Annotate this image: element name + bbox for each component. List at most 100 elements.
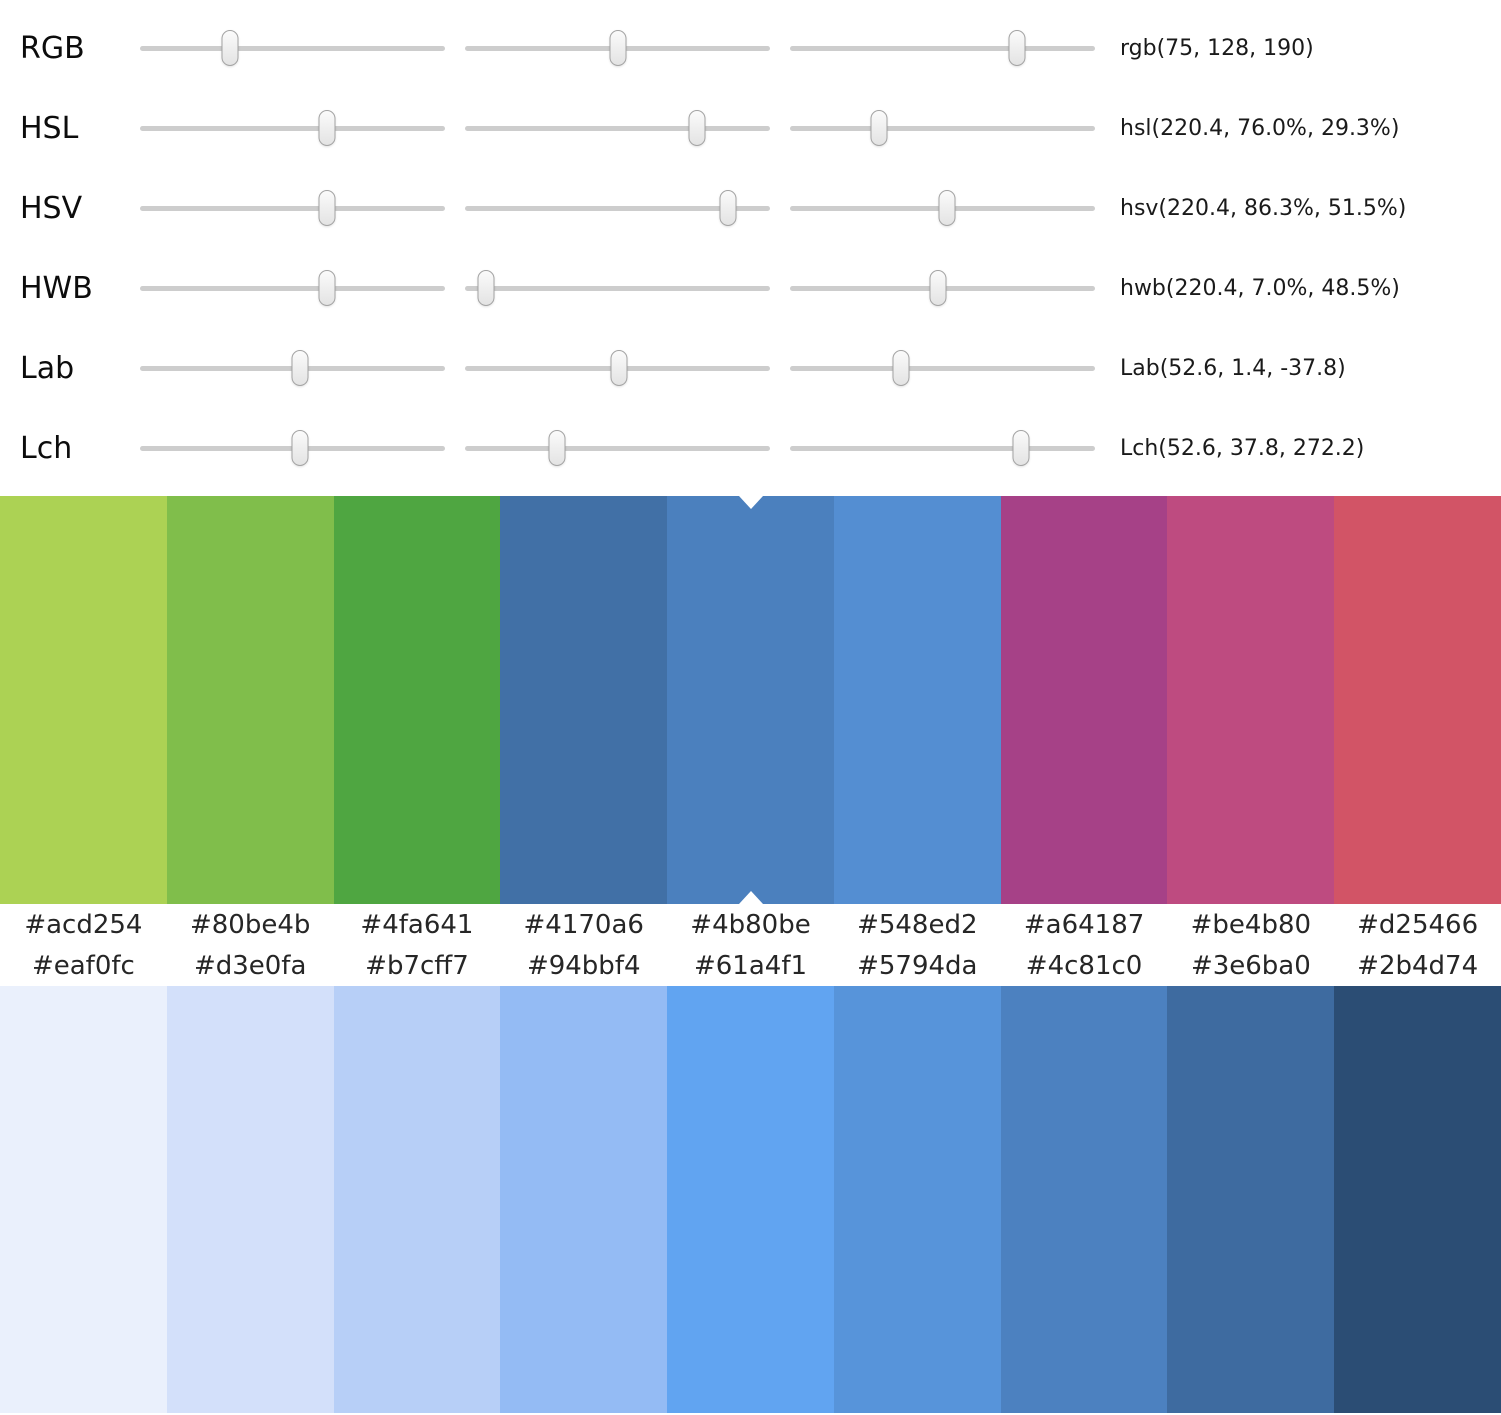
slider-thumb[interactable] — [719, 190, 737, 226]
slider-thumb[interactable] — [221, 30, 239, 66]
slider-thumb[interactable] — [318, 190, 336, 226]
slider-rail — [140, 205, 445, 211]
slider-value: Lch(52.6, 37.8, 272.2) — [1120, 435, 1365, 461]
color-swatch[interactable] — [1334, 496, 1501, 904]
palette-bottom-labels: #eaf0fc #d3e0fa #b7cff7 #94bbf4 #61a4f1 … — [0, 945, 1501, 986]
slider-thumb[interactable] — [892, 350, 910, 386]
selection-caret-top-icon — [738, 496, 763, 509]
slider-row-label: RGB — [20, 30, 85, 66]
slider-rail — [790, 125, 1095, 131]
slider-row: HWB hwb(220.4, 7.0%, 48.5%) — [0, 248, 1501, 328]
slider-thumb[interactable] — [610, 350, 628, 386]
slider-tracks — [140, 428, 1095, 468]
color-swatch[interactable] — [1000, 986, 1168, 1413]
slider-row: HSV hsv(220.4, 86.3%, 51.5%) — [0, 168, 1501, 248]
slider-thumb[interactable] — [1012, 430, 1030, 466]
color-swatch[interactable] — [833, 986, 1001, 1413]
slider-track[interactable] — [790, 268, 1095, 308]
color-swatch[interactable] — [1000, 496, 1168, 904]
swatch-hex-label: #acd254 — [24, 909, 143, 940]
swatch-hex-label: #2b4d74 — [1357, 950, 1479, 981]
swatch-hex-label: #3e6ba0 — [1190, 950, 1311, 981]
slider-rail — [790, 365, 1095, 371]
slider-thumb[interactable] — [609, 30, 627, 66]
swatch-hex-label: #94bbf4 — [526, 950, 641, 981]
swatch-hex-label: #4fa641 — [360, 909, 474, 940]
slider-value: hsl(220.4, 76.0%, 29.3%) — [1120, 115, 1400, 141]
slider-track[interactable] — [790, 348, 1095, 388]
palette-top-labels: #acd254 #80be4b #4fa641 #4170a6 #4b80be … — [0, 904, 1501, 945]
slider-track[interactable] — [465, 348, 770, 388]
slider-track[interactable] — [465, 188, 770, 228]
swatch-hex-label: #548ed2 — [857, 909, 978, 940]
selection-caret-bottom-icon — [738, 891, 763, 904]
slider-rail — [465, 285, 770, 291]
color-swatch[interactable] — [0, 986, 167, 1413]
color-swatch[interactable] — [500, 496, 668, 904]
color-swatch[interactable] — [667, 986, 834, 1413]
slider-row: Lch Lch(52.6, 37.8, 272.2) — [0, 408, 1501, 488]
slider-track[interactable] — [790, 108, 1095, 148]
palette-scale-top — [0, 496, 1501, 904]
slider-track[interactable] — [140, 108, 445, 148]
color-swatch[interactable] — [166, 496, 334, 904]
swatch-hex-label: #4b80be — [690, 909, 811, 940]
slider-thumb[interactable] — [548, 430, 565, 466]
slider-thumb[interactable] — [318, 270, 336, 306]
slider-tracks — [140, 108, 1095, 148]
slider-track[interactable] — [790, 428, 1095, 468]
slider-rail — [140, 285, 445, 291]
swatch-hex-label: #eaf0fc — [31, 950, 135, 981]
slider-rail — [465, 205, 770, 211]
color-swatch[interactable] — [500, 986, 668, 1413]
swatch-hex-label: #b7cff7 — [365, 950, 469, 981]
swatch-hex-label: #d25466 — [1357, 909, 1479, 940]
swatch-hex-label: #80be4b — [189, 909, 311, 940]
slider-track[interactable] — [790, 28, 1095, 68]
color-swatch[interactable] — [833, 496, 1001, 904]
swatch-hex-label: #4c81c0 — [1025, 950, 1143, 981]
slider-thumb[interactable] — [929, 270, 947, 306]
slider-value: rgb(75, 128, 190) — [1120, 35, 1314, 61]
slider-track[interactable] — [465, 108, 770, 148]
slider-thumb[interactable] — [318, 110, 336, 146]
slider-track[interactable] — [465, 268, 770, 308]
color-swatch[interactable] — [333, 496, 501, 904]
color-sliders-panel: RGB rgb(75, 128, 190) HSL — [0, 0, 1501, 488]
slider-row-label: Lch — [20, 430, 73, 466]
slider-rail — [140, 45, 445, 51]
slider-rail — [465, 445, 770, 451]
slider-thumb[interactable] — [291, 350, 308, 386]
slider-thumb[interactable] — [870, 110, 888, 146]
slider-thumb[interactable] — [477, 270, 495, 306]
slider-track[interactable] — [790, 188, 1095, 228]
slider-rail — [790, 45, 1095, 51]
slider-track[interactable] — [465, 428, 770, 468]
color-swatch[interactable] — [667, 496, 834, 904]
slider-row: RGB rgb(75, 128, 190) — [0, 8, 1501, 88]
slider-track[interactable] — [140, 268, 445, 308]
slider-track[interactable] — [140, 28, 445, 68]
slider-track[interactable] — [140, 428, 445, 468]
slider-track[interactable] — [140, 188, 445, 228]
color-swatch[interactable] — [166, 986, 334, 1413]
slider-thumb[interactable] — [688, 110, 706, 146]
slider-track[interactable] — [465, 28, 770, 68]
slider-thumb[interactable] — [938, 190, 956, 226]
swatch-hex-label: #5794da — [857, 950, 978, 981]
slider-tracks — [140, 348, 1095, 388]
color-swatch[interactable] — [0, 496, 167, 904]
swatch-hex-label: #d3e0fa — [193, 950, 307, 981]
swatch-hex-label: #4170a6 — [523, 909, 644, 940]
slider-thumb[interactable] — [1008, 30, 1026, 66]
color-swatch[interactable] — [1167, 496, 1335, 904]
slider-value: hwb(220.4, 7.0%, 48.5%) — [1120, 275, 1400, 301]
slider-rail — [790, 445, 1095, 451]
slider-row: Lab Lab(52.6, 1.4, -37.8) — [0, 328, 1501, 408]
color-swatch[interactable] — [1334, 986, 1501, 1413]
palette-scale-bottom — [0, 986, 1501, 1413]
slider-track[interactable] — [140, 348, 445, 388]
color-swatch[interactable] — [333, 986, 501, 1413]
slider-thumb[interactable] — [291, 430, 308, 466]
color-swatch[interactable] — [1167, 986, 1335, 1413]
